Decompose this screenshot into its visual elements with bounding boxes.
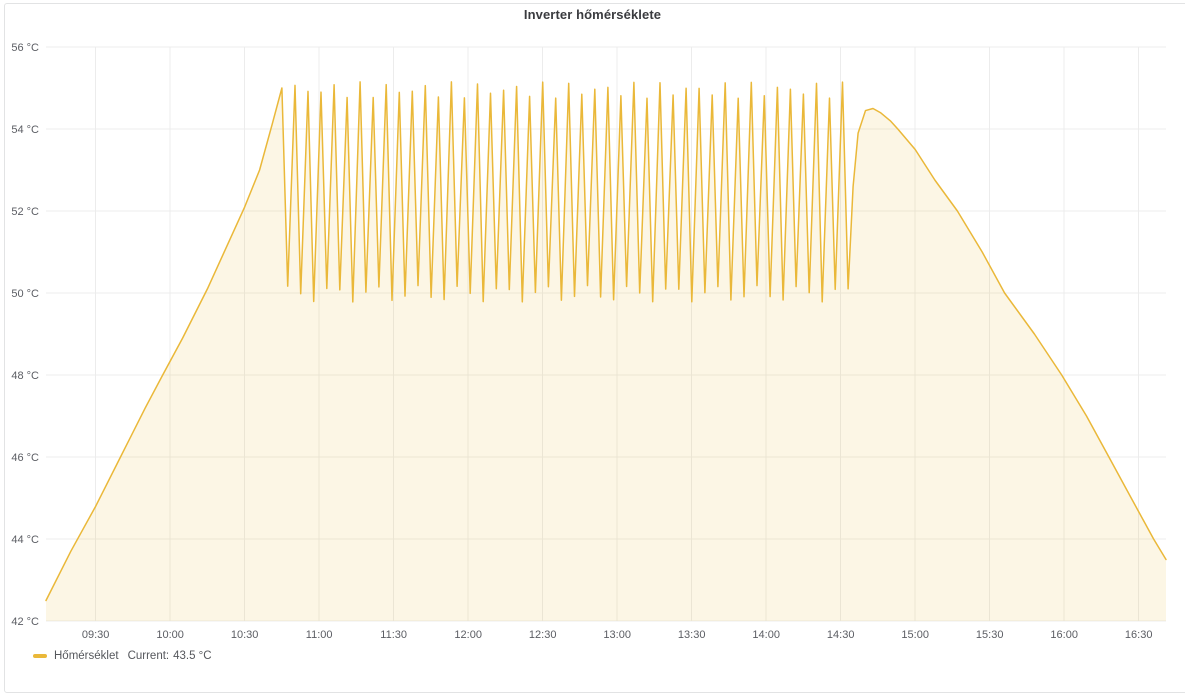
y-tick-label: 56 °C [11,42,39,54]
x-tick-label: 11:30 [380,629,407,641]
y-tick-label: 42 °C [11,616,39,628]
y-tick-label: 48 °C [11,370,39,382]
x-tick-label: 12:00 [454,629,482,641]
y-tick-label: 54 °C [11,124,39,136]
x-tick-label: 14:00 [752,629,780,641]
panel-title[interactable]: Inverter hőmérséklete [523,7,662,22]
legend-series-label[interactable]: Hőmérséklet [54,650,119,662]
y-tick-label: 52 °C [11,206,39,218]
grafana-panel [4,3,1185,693]
x-tick-label: 11:00 [306,629,333,641]
temperature-series-line [45,81,1167,602]
x-tick-label: 13:00 [603,629,631,641]
legend: Hőmérséklet Current: 43.5 °C [33,650,212,662]
x-tick-label: 10:30 [231,629,259,641]
x-tick-label: 15:00 [901,629,929,641]
y-tick-label: 46 °C [11,452,39,464]
x-tick-label: 09:30 [82,629,110,641]
y-tick-label: 50 °C [11,288,39,300]
x-tick-label: 14:30 [827,629,855,641]
x-tick-label: 13:30 [678,629,706,641]
chart-area[interactable]: 42 °C 44 °C 46 °C 48 °C 50 °C 52 °C 54 °C 56 °C… [0,0,1185,671]
x-tick-label: 16:00 [1050,629,1078,641]
x-tick-label: 15:30 [976,629,1004,641]
legend-current-label: Current: [127,650,170,662]
series-color-marker [33,654,47,658]
x-tick-label: 10:00 [156,629,184,641]
x-tick-label: 16:30 [1125,629,1153,641]
x-tick-label: 12:30 [529,629,557,641]
temperature-series-fill [46,81,1166,622]
axis-labels: 42 °C 44 °C 46 °C 48 °C 50 °C 52 °C 54 °C 56 °C… [11,42,1152,641]
legend-current-stat: Current: 43.5 °C [128,650,212,662]
legend-current-value: 43.5 °C [173,650,212,662]
y-tick-label: 44 °C [11,534,39,546]
